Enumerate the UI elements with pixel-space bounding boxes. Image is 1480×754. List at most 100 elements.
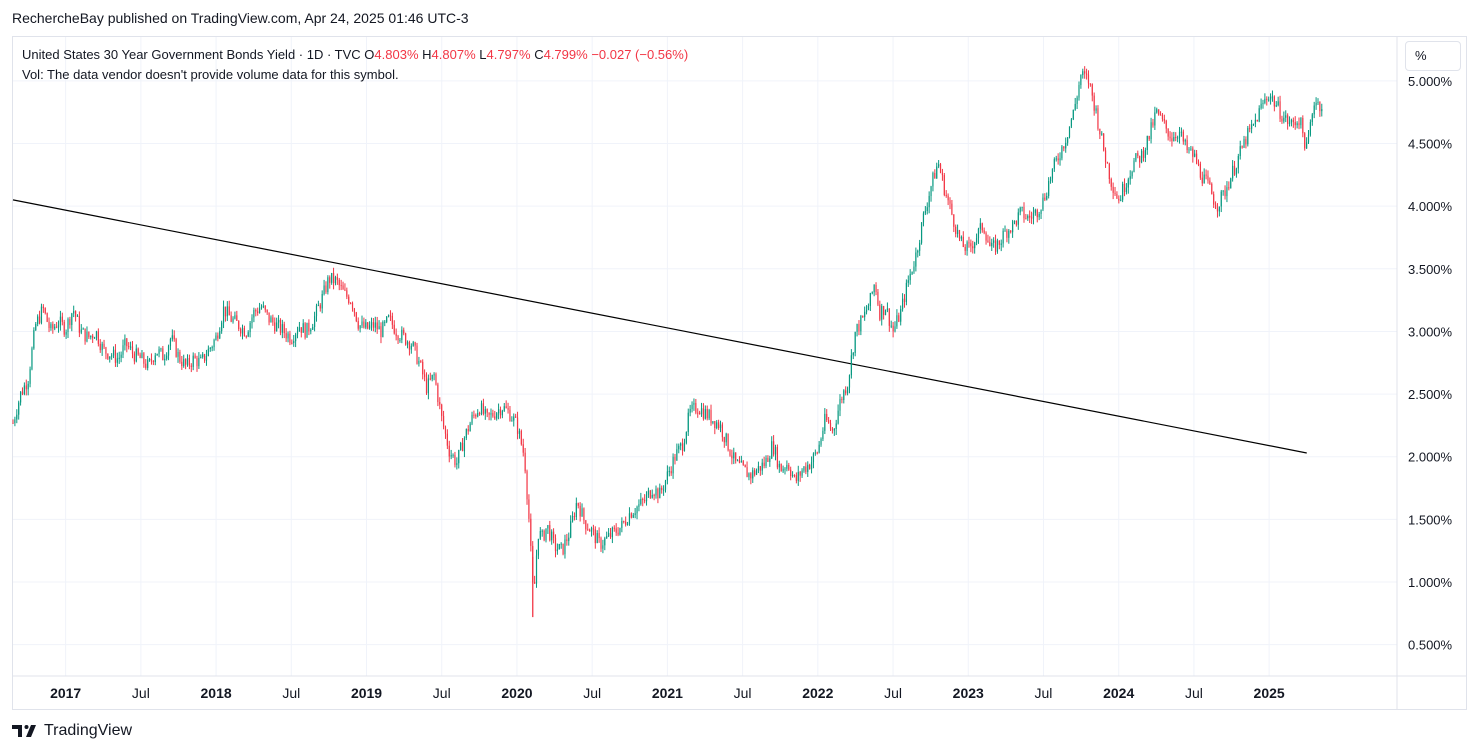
candle-body (920, 222, 923, 243)
price-tick-label: 3.000% (1408, 324, 1453, 339)
candle-body (945, 194, 947, 196)
candle-body (700, 408, 703, 415)
candle-body (367, 322, 369, 329)
candle-body (186, 358, 189, 365)
candle-body (1241, 146, 1243, 148)
candle-body (14, 419, 16, 424)
candle-body (29, 369, 31, 384)
footer-branding: TradingView (12, 722, 132, 740)
candle-body (1180, 131, 1183, 133)
candle-body (522, 444, 524, 453)
candle-body (615, 528, 617, 533)
candle-body (670, 471, 672, 474)
candle-body (86, 331, 88, 342)
candle-body (765, 457, 767, 466)
candle-body (702, 408, 705, 419)
candle-body (776, 447, 779, 468)
candle-body (401, 329, 403, 340)
candle-body (1260, 103, 1262, 109)
candle-body (890, 325, 892, 327)
candle-body (858, 324, 860, 332)
candle-body (953, 214, 955, 227)
candle-body (84, 328, 86, 342)
candle-body (1129, 176, 1131, 180)
candle-body (816, 452, 818, 454)
candle-body (981, 223, 983, 231)
candle-body (886, 308, 889, 311)
candle-body (693, 403, 695, 405)
candle-body (1161, 114, 1164, 120)
scale-unit-button[interactable]: % (1405, 41, 1461, 71)
candle-body (977, 228, 980, 239)
candle-body (74, 311, 77, 317)
candle-body (321, 294, 323, 309)
candle-body (636, 506, 638, 514)
candle-body (1239, 146, 1241, 157)
candle-body (524, 452, 526, 472)
price-tick-label: 4.000% (1408, 199, 1453, 214)
candle-body (444, 426, 447, 434)
candle-body (473, 414, 475, 416)
candle-body (831, 428, 834, 431)
candle-body (389, 315, 392, 317)
candle-body (860, 316, 862, 332)
candle-body (746, 467, 748, 478)
candle-body (577, 503, 579, 506)
candle-body (429, 378, 431, 380)
open-label: O (364, 47, 375, 62)
candle-body (865, 310, 868, 312)
candle-body (427, 378, 429, 394)
candle-body (742, 461, 744, 465)
candle-body (966, 242, 968, 251)
candle-body (1199, 163, 1201, 178)
close-value: 4.799% (543, 47, 588, 62)
candle-body (1139, 155, 1141, 163)
candle-body (406, 342, 409, 345)
time-tick-label: 2020 (501, 685, 532, 701)
candle-body (812, 453, 815, 463)
candle-body (1224, 190, 1226, 197)
candle-body (143, 353, 145, 364)
candle-body (733, 452, 735, 459)
candle-body (1068, 126, 1071, 138)
candle-body (272, 317, 274, 323)
candle-body (230, 315, 232, 322)
candle-body (175, 339, 177, 357)
candle-body (1040, 209, 1042, 214)
candle-body (484, 409, 486, 414)
candle-body (901, 298, 904, 310)
candle-body (695, 403, 697, 413)
candle-body (879, 304, 881, 320)
candle-body (883, 306, 885, 315)
candle-body (769, 458, 771, 462)
candle-body (156, 353, 158, 356)
candle-body (784, 468, 786, 470)
candle-body (1135, 153, 1137, 161)
candle-body (368, 325, 371, 329)
candle-body (909, 273, 911, 281)
candle-body (348, 296, 350, 304)
candle-body (649, 490, 651, 498)
candle-body (160, 348, 162, 350)
candle-body (1042, 197, 1044, 210)
candle-body (964, 246, 966, 251)
candle-body (296, 331, 299, 335)
candle-body (604, 538, 606, 546)
candle-body (54, 326, 56, 329)
candle-body (1067, 137, 1069, 143)
candle-body (788, 464, 790, 470)
candle-body (537, 538, 540, 556)
time-tick-label: Jul (1035, 685, 1053, 701)
candle-body (384, 321, 386, 323)
candle-body (956, 230, 959, 235)
candle-body (884, 310, 887, 315)
candle-body (750, 473, 752, 479)
candle-body (437, 384, 439, 403)
candle-body (1106, 162, 1109, 164)
low-label: L (479, 47, 487, 62)
candle-body (600, 538, 602, 549)
candle-body (795, 475, 797, 481)
candle-body (194, 355, 196, 359)
candle-body (1080, 75, 1082, 86)
